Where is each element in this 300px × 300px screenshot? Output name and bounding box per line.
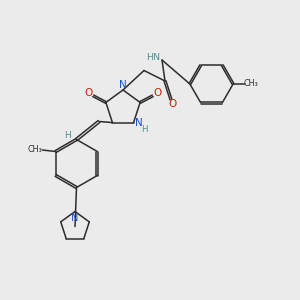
Text: H: H: [141, 125, 147, 134]
Text: HN: HN: [147, 52, 160, 62]
Text: O: O: [85, 88, 93, 98]
Text: CH₃: CH₃: [244, 80, 259, 88]
Text: O: O: [153, 88, 161, 98]
Text: N: N: [119, 80, 127, 90]
Text: CH₃: CH₃: [27, 145, 42, 154]
Text: O: O: [168, 99, 176, 109]
Text: N: N: [71, 213, 79, 223]
Text: H: H: [64, 130, 71, 140]
Text: N: N: [135, 118, 143, 128]
